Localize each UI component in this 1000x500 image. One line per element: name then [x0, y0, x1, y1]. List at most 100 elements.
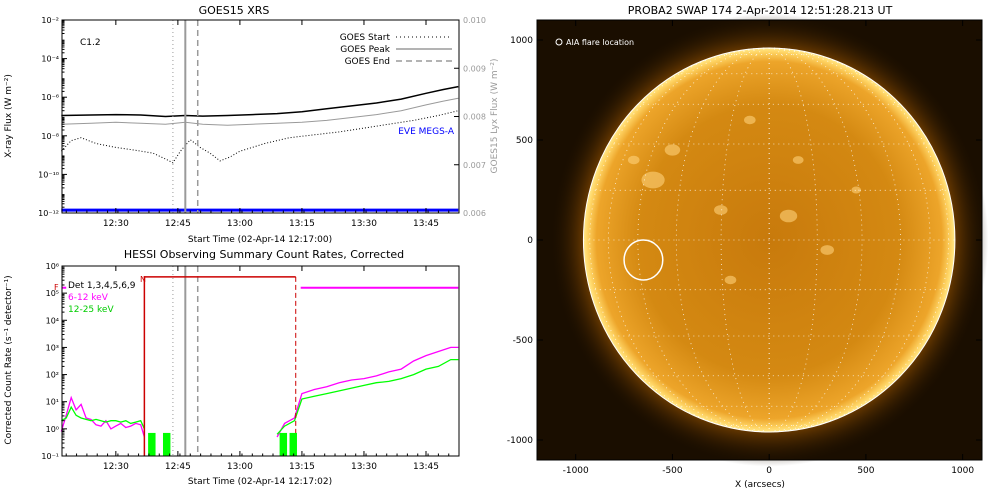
goes-legend-peak: GOES Peak [340, 45, 390, 55]
goes-xtick-label: 13:15 [289, 219, 315, 229]
hessi-attenuator-block [289, 432, 297, 456]
hessi-legend-12-25: 12-25 keV [68, 305, 114, 315]
goes-y-ticks: 10⁻¹² 10⁻¹⁰ 10⁻⁸ 10⁻⁶ 10⁻⁴ 10⁻² [38, 16, 67, 218]
goes-title: GOES15 XRS [199, 4, 270, 17]
goes-xtick-label: 12:30 [103, 219, 129, 229]
hessi-plot-area [60, 266, 459, 456]
hessi-ytick-label: 10² [46, 371, 59, 380]
hessi-series-lo [60, 395, 146, 438]
swap-grid-longitude [769, 47, 818, 433]
goes-ytick-label: 10⁻⁶ [41, 93, 59, 102]
swap-bright-region [664, 144, 681, 156]
swap-bright-region [714, 205, 728, 215]
hessi-xtick-label: 12:45 [165, 462, 191, 472]
goes-xtick-label: 13:30 [351, 219, 377, 229]
swap-ytick-label: -1000 [507, 436, 533, 446]
swap-annotation: AIA flare location [566, 38, 634, 47]
hessi-flag-n: N [140, 275, 146, 284]
hessi-attenuator-block [162, 432, 171, 456]
goes-x-ticks: 12:30 12:45 13:00 13:15 13:30 13:45 [65, 20, 450, 229]
goes-xtick-label: 13:00 [227, 219, 253, 229]
hessi-attenuator-block [148, 432, 156, 456]
swap-annotation-marker [555, 38, 563, 46]
goes-y2tick-label: 0.006 [463, 209, 486, 218]
swap-x-axis-label: X (arcsecs) [735, 480, 785, 490]
swap-grid-longitude [675, 47, 770, 433]
hessi-legend: Det 1,3,4,5,6,9 6-12 keV 12-25 keV [68, 281, 136, 315]
hessi-flag-f: F [54, 283, 59, 292]
hessi-ytick-label: 10⁵ [46, 289, 59, 298]
goes-y2-axis-label: GOES15 Lyx Flux (W m⁻²) [490, 59, 500, 174]
goes-y2-ticks: 0.006 0.007 0.008 0.009 0.010 [454, 16, 486, 218]
swap-xtick-label: -1000 [563, 466, 589, 476]
swap-flare-circle [623, 239, 664, 281]
hessi-xtick-label: 12:30 [103, 462, 129, 472]
goes-series-long [61, 85, 459, 118]
swap-ytick-label: 1000 [510, 36, 533, 46]
swap-ytick-label: -500 [513, 336, 534, 346]
goes-ytick-label: 10⁻⁴ [41, 55, 59, 64]
goes-x-axis-label: Start Time (02-Apr-14 12:17:00) [188, 235, 332, 245]
swap-ytick-label: 0 [527, 236, 533, 246]
swap-xtick-label: 0 [766, 466, 772, 476]
swap-x-ticks: -1000 -500 0 500 1000 [563, 20, 974, 476]
goes-ytick-label: 10⁻⁸ [41, 132, 59, 141]
hessi-panel: HESSI Observing Summary Count Rates, Cor… [4, 248, 460, 487]
goes-xtick-label: 13:45 [413, 219, 439, 229]
goes-legend-start: GOES Start [340, 33, 391, 43]
hessi-legend-detectors: Det 1,3,4,5,6,9 [68, 281, 136, 291]
goes-xtick-label: 12:45 [165, 219, 191, 229]
hessi-x-ticks: 12:30 12:45 13:00 13:15 13:30 13:45 [65, 266, 450, 472]
swap-bright-region [724, 275, 737, 285]
hessi-x-axis-label: Start Time (02-Apr-14 12:17:02) [188, 477, 332, 487]
hessi-ytick-label: 10¹ [46, 398, 59, 407]
goes-series-lya [61, 97, 459, 126]
goes-ytick-label: 10⁻¹⁰ [38, 170, 59, 179]
swap-xtick-label: 1000 [951, 466, 974, 476]
hessi-xtick-label: 13:45 [413, 462, 439, 472]
goes-series-short [60, 110, 459, 164]
swap-panel: PROBA2 SWAP 174 2-Apr-2014 12:51:28.213 … [507, 4, 989, 490]
goes-plot-area [60, 20, 459, 213]
hessi-frame [61, 265, 460, 457]
swap-grid-longitude [769, 47, 901, 433]
hessi-y-axis-label: Corrected Count Rate (s⁻¹ detector⁻¹) [4, 275, 14, 444]
swap-bright-region [641, 171, 665, 189]
swap-grid-longitude [637, 47, 770, 433]
swap-bright-region [744, 115, 756, 125]
goes-y2tick-label: 0.009 [463, 64, 486, 73]
hessi-series-hi [60, 405, 145, 430]
goes-eve-label: EVE MEGS-A [398, 127, 455, 137]
hessi-ytick-label: 10⁰ [46, 425, 59, 434]
swap-y-ticks: -1000 -500 0 500 1000 [507, 36, 982, 446]
swap-bright-region [851, 186, 862, 194]
goes-y2tick-label: 0.007 [463, 161, 486, 170]
goes-y-axis-label: X-ray Flux (W m⁻²) [4, 74, 14, 158]
hessi-title: HESSI Observing Summary Count Rates, Cor… [124, 248, 404, 261]
hessi-legend-6-12: 6-12 keV [68, 293, 109, 303]
swap-grid-longitude [769, 47, 863, 433]
swap-ytick-label: 500 [516, 136, 533, 146]
hessi-attenuator-block [279, 432, 288, 456]
hessi-series-hi [276, 358, 459, 435]
goes-ytick-label: 10⁻² [41, 16, 59, 25]
hessi-ytick-label: 10⁶ [46, 262, 59, 271]
goes-panel: GOES15 XRS 12:30 12:45 13:00 13:15 13:30 13:4… [4, 4, 500, 245]
swap-bright-region [820, 245, 834, 255]
swap-bright-region [792, 156, 804, 164]
swap-xtick-label: -500 [662, 466, 683, 476]
goes-y2tick-label: 0.008 [463, 113, 486, 122]
goes-legend-end: GOES End [345, 57, 390, 67]
swap-bright-region [779, 209, 798, 223]
swap-grid-longitude [720, 47, 770, 433]
hessi-series-lo [276, 346, 459, 438]
hessi-night-flag [143, 276, 296, 456]
goes-flare-class: C1.2 [80, 38, 101, 48]
goes-legend: GOES Start GOES Peak GOES End [340, 33, 452, 67]
hessi-xtick-label: 13:00 [227, 462, 253, 472]
swap-title: PROBA2 SWAP 174 2-Apr-2014 12:51:28.213 … [628, 4, 893, 17]
goes-y2tick-label: 0.010 [463, 16, 486, 25]
hessi-ytick-label: 10³ [46, 343, 59, 352]
swap-xtick-label: 500 [857, 466, 874, 476]
